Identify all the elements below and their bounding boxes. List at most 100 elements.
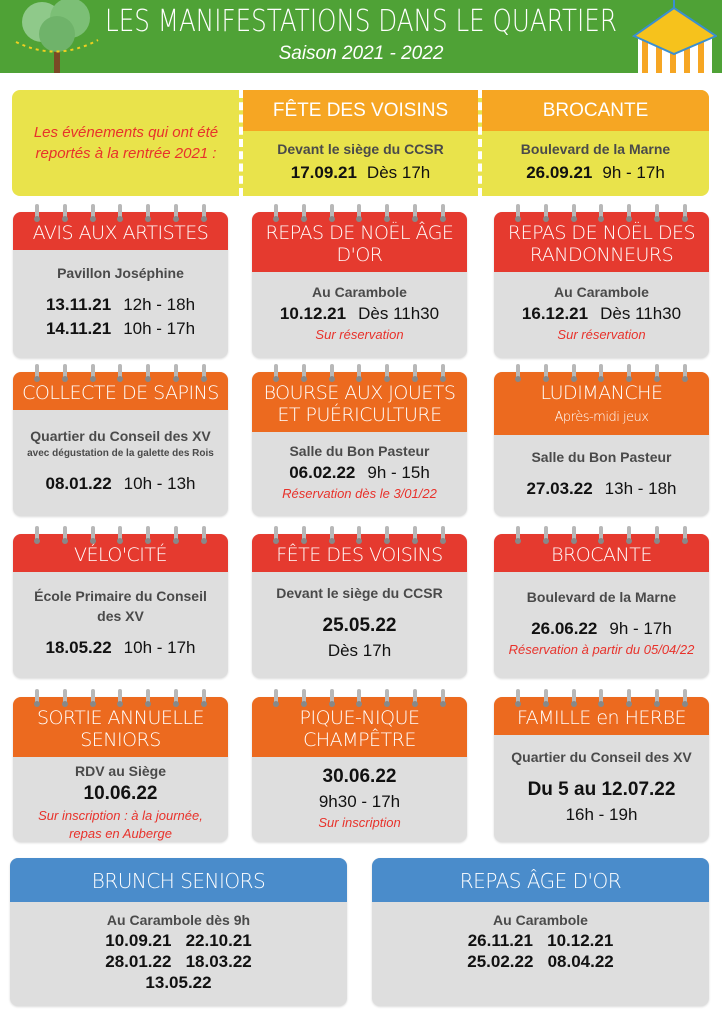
binder-rings [34,364,207,382]
ring-icon [145,526,152,544]
event-place: RDV au Siège [74,763,167,779]
event-time: 9h - 15h [367,463,430,482]
binder-rings [515,364,688,382]
event-place: Au Carambole dès 9h [106,912,251,928]
event-date: 10.12.21 [279,304,347,323]
ring-icon [626,204,633,222]
ring-icon [117,204,124,222]
event-dates: 28.01.22 18.03.22 [105,952,252,971]
page-title: LES MANIFESTATIONS DANS LE QUARTIER [105,4,617,39]
ring-icon [654,689,661,707]
event-place: Salle du Bon Pasteur [289,443,430,459]
ring-icon [515,526,521,544]
event-time: 16h - 19h [565,804,638,824]
event-time: 9h - 17h [602,163,665,182]
event-card: AVIS AUX ARTISTES Pavillon Joséphine 13.11… [13,204,228,358]
event-card: REPAS DE NOËL ÂGE D'OR Au Carambole 10.12.… [252,204,467,358]
ring-icon [515,204,521,222]
header-banner: LES MANIFESTATIONS DANS LE QUARTIER Sais… [0,0,722,73]
event-title: LUDIMANCHE Après-midi jeux [494,372,709,435]
event-place: Devant le siège du CCSR [276,585,443,601]
ring-icon [200,364,207,382]
event-title: BRUNCH SENIORS [10,858,347,902]
ring-icon [89,204,96,222]
ring-icon [89,364,96,382]
event-place: Salle du Bon Pasteur [531,448,672,465]
binder-rings [515,204,688,222]
event-details: Devant le siège du CCSR 25.05.22 Dès 17h [252,572,467,678]
event-note: Sur réservation [557,327,646,342]
circus-tent-icon [632,0,717,73]
ring-icon [542,204,549,222]
event-date: 18.05.22 [45,638,112,657]
ring-icon [542,526,549,544]
ring-icon [570,526,577,544]
ring-icon [89,526,96,544]
ring-icon [626,526,633,544]
ring-icon [384,526,391,544]
event-card: FÊTE DES VOISINS Devant le siège du CCSR 2… [252,526,467,678]
event-place: Boulevard de la Marne [520,141,671,157]
ring-icon [356,526,363,544]
ring-icon [598,526,605,544]
event-time: Dès 17h [327,641,392,660]
event-details: Au Carambole dès 9h 10.09.21 22.10.21 28.0… [10,902,347,1006]
event-time: Dès 17h [366,163,431,182]
event-title: AVIS AUX ARTISTES [13,212,228,250]
event-time: 10h - 17h [123,638,196,657]
event-datetime: 08.01.22 10h - 13h [45,472,195,496]
ring-icon [61,364,68,382]
ring-icon [34,204,40,222]
ring-icon [598,689,605,707]
event-title: PIQUE-NIQUE CHAMPÊTRE [252,697,467,757]
page-subtitle: Saison 2021 - 2022 [278,43,444,64]
binder-rings [34,526,207,544]
event-title-text: BOURSE AUX JOUETS ET PUÉRICULTURE [263,382,456,426]
ring-icon [61,204,68,222]
event-date: 30.06.22 [322,765,397,787]
event-title: VÉLO'CITÉ [13,534,228,572]
ring-icon [173,364,180,382]
event-date: 27.03.22 [526,478,593,498]
ring-icon [273,689,279,707]
ring-icon [439,526,446,544]
event-datetime: 18.05.22 10h - 17h [45,636,195,660]
ring-icon [356,204,363,222]
ring-icon [626,364,633,382]
event-time: 12h - 18h [123,295,196,314]
event-time: Dès 11h30 [600,304,682,323]
ring-icon [681,526,688,544]
event-place: Devant le siège du CCSR [277,141,444,157]
binder-rings [515,526,688,544]
ring-icon [356,364,363,382]
ring-icon [328,526,335,544]
event-details: Pavillon Joséphine 13.11.21 12h - 18h 14.11… [13,250,228,358]
event-title-text: REPAS DE NOËL DES RANDONNEURS [507,222,696,266]
event-description: avec dégustation de la galette des Rois [27,448,214,459]
event-title: REPAS DE NOËL DES RANDONNEURS [494,212,709,272]
ring-icon [542,364,549,382]
ring-icon [515,689,521,707]
ring-icon [356,689,363,707]
event-note: Réservation à partir du 05/04/22 [508,642,695,657]
event-card: COLLECTE DE SAPINS Quartier du Conseil de… [13,364,228,516]
event-date: 14.11.21 [45,319,112,338]
event-time: 10h - 17h [123,319,196,338]
ring-icon [273,526,279,544]
binder-rings [273,526,446,544]
event-date: 26.09.21 [526,163,593,182]
ring-icon [412,364,419,382]
event-title: BROCANTE [482,90,709,131]
recurring-event-card: REPAS ÂGE D'OR Au Carambole 26.11.21 10.12… [372,858,709,1006]
event-card: REPAS DE NOËL DES RANDONNEURS Au Carambol… [494,204,709,358]
event-place: Quartier du Conseil des XV [511,748,692,765]
event-place: Boulevard de la Marne [526,589,677,605]
ring-icon [681,364,688,382]
ring-icon [654,204,661,222]
ring-icon [117,364,124,382]
ring-icon [89,689,96,707]
event-datetime: 13.11.21 12h - 18h [46,293,195,317]
event-datetime: 06.02.22 9h - 15h [289,461,430,485]
event-date: 25.05.22 [322,615,397,636]
event-title: BOURSE AUX JOUETS ET PUÉRICULTURE [252,372,467,432]
